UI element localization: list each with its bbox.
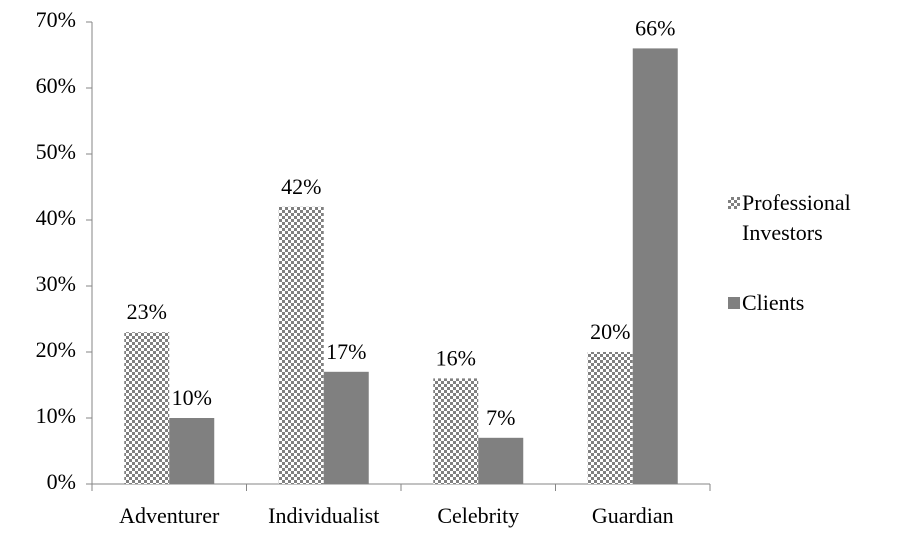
bar xyxy=(278,206,324,485)
bar xyxy=(478,437,524,484)
y-tick-label: 30% xyxy=(36,271,76,296)
y-tick-label: 0% xyxy=(47,469,76,494)
bar xyxy=(323,371,369,484)
data-label: 10% xyxy=(172,385,212,410)
x-tick-label: Individualist xyxy=(268,503,379,528)
y-tick-label: 20% xyxy=(36,337,76,362)
data-label: 17% xyxy=(326,339,366,364)
y-tick-label: 60% xyxy=(36,73,76,98)
data-label: 7% xyxy=(486,405,515,430)
legend: Professional Investors Clients xyxy=(728,188,898,358)
x-tick-label: Adventurer xyxy=(119,503,220,528)
bar xyxy=(587,352,633,484)
data-label: 23% xyxy=(127,299,167,324)
legend-label: Clients xyxy=(742,290,805,315)
bar xyxy=(169,418,215,484)
data-label: 42% xyxy=(281,174,321,199)
y-tick-label: 70% xyxy=(36,7,76,32)
legend-entry: Clients xyxy=(728,288,898,318)
legend-swatch xyxy=(728,197,740,209)
x-tick-label: Guardian xyxy=(592,503,674,528)
y-tick-label: 40% xyxy=(36,205,76,230)
bar xyxy=(632,48,678,485)
data-label: 16% xyxy=(436,345,476,370)
data-label: 20% xyxy=(590,319,630,344)
data-label: 66% xyxy=(635,15,675,40)
bar xyxy=(124,332,170,484)
legend-label: Professional Investors xyxy=(742,190,851,245)
y-tick-label: 50% xyxy=(36,139,76,164)
legend-entry: Professional Investors xyxy=(728,188,898,248)
x-tick-label: Celebrity xyxy=(437,503,519,528)
bar xyxy=(433,378,479,484)
y-tick-label: 10% xyxy=(36,403,76,428)
legend-swatch xyxy=(728,297,740,309)
